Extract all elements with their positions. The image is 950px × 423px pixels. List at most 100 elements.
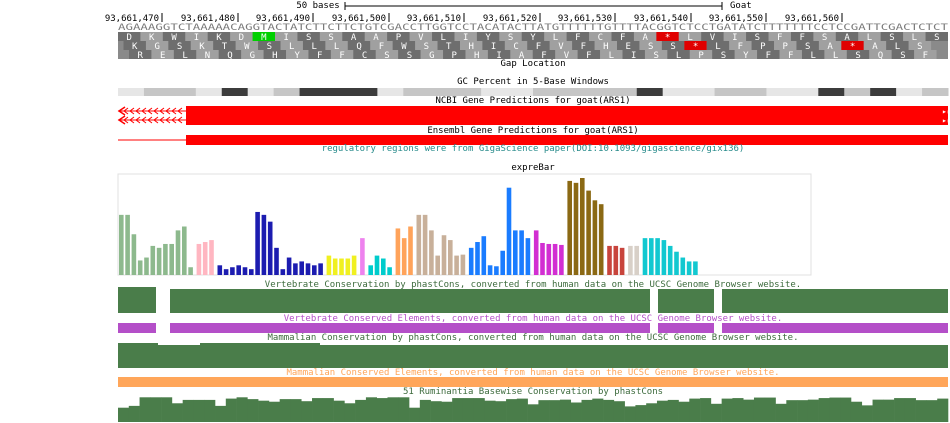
vertebrate-conservation-label[interactable]: Vertebrate Conservation by phastCons, co…: [264, 280, 802, 290]
ruminant-conservation-bar: [441, 401, 453, 422]
gc-window: [351, 88, 378, 96]
codon-cell: [723, 32, 747, 41]
amino-acid-letter: D: [239, 33, 244, 43]
vertebrate-conserved-element[interactable]: [658, 323, 714, 333]
vertebrate-conserved-element[interactable]: [118, 323, 156, 333]
ruminant-conservation-bar: [247, 399, 259, 422]
amino-acid-letter: L: [334, 42, 339, 52]
ensembl-track-label[interactable]: Ensembl Gene Predictions for goat(ARS1): [427, 126, 639, 136]
ruminant-conservation-bar: [797, 400, 809, 422]
amino-acid-letter: A: [642, 33, 648, 43]
codon-cell: [925, 32, 948, 41]
strand-arrow: [177, 116, 183, 124]
dna-sequence-text: AGAAAGGTCTAAAAACAGGTACTATCTTCTTCTGTCGACC…: [118, 23, 949, 33]
codon-cell: [746, 32, 769, 41]
amino-acid-letter: L: [182, 51, 187, 61]
expression-bar: [661, 240, 667, 275]
codon-cell: [527, 41, 550, 50]
vertebrate-elements-label[interactable]: Vertebrate Conserved Elements, converted…: [283, 314, 783, 324]
vertebrate-conservation-block: [118, 289, 156, 313]
codon-cell: [566, 32, 590, 41]
amino-acid-letter: S: [407, 51, 412, 61]
amino-acid-letter: Q: [356, 42, 361, 52]
codon-cell: [555, 50, 578, 59]
ruminant-conservation-bar: [559, 399, 572, 422]
ruler-position-label: 93,661,550: [709, 14, 763, 24]
mammalian-elements-label[interactable]: Mammalian Conserved Elements, converted …: [286, 368, 780, 378]
ruminant-conservation-bar: [861, 405, 873, 422]
exon-arrow-text: ▸▸: [942, 107, 950, 116]
codon-cell: [353, 50, 376, 59]
ruminant-conservation-bar: [301, 401, 313, 422]
ncbi-track-label[interactable]: NCBI Gene Predictions for goat(ARS1): [435, 96, 631, 106]
ruler-position-label: 93,661,520: [483, 14, 537, 24]
ruminant-conservation-label[interactable]: 51 Ruminantia Basewise Conservation by p…: [402, 387, 664, 397]
ruminant-conservation-bar: [667, 399, 679, 422]
codon-cell: [622, 50, 645, 59]
vertebrate-conserved-element[interactable]: [722, 323, 948, 333]
gc-window: [922, 88, 949, 96]
codon-cell: [886, 41, 909, 50]
expression-bar: [395, 228, 401, 275]
base-position-ruler[interactable]: 93,661,470 93,661,480 93,661,490 93,661,500…: [105, 2, 843, 24]
mammalian-conservation-block: [118, 345, 948, 368]
expression-bar: [655, 238, 660, 275]
ensembl-exon-block[interactable]: [186, 135, 948, 145]
amino-acid-translation-track[interactable]: D K W I K D M I S S A A P V L I Y S Y L F C F A * L V I S F F S A L S L SK G S…: [118, 32, 948, 61]
expression-bar: [429, 230, 434, 275]
gene-exon-block[interactable]: [186, 106, 948, 116]
amino-acid-letter: Y: [530, 33, 536, 43]
gene-prediction-tracks[interactable]: ▸▸▸▸: [117, 106, 950, 145]
gene-exon-block[interactable]: [186, 115, 948, 125]
ruminant-conservation-bar: [721, 398, 733, 422]
amino-acid-letter: S: [177, 42, 182, 52]
exon-arrow-text: ▸▸: [942, 116, 950, 125]
strand-arrow: [117, 115, 126, 125]
amino-acid-letter: Q: [227, 51, 232, 61]
amino-acid-letter: W: [401, 42, 407, 52]
amino-acid-letter: K: [199, 42, 205, 52]
vertebrate-conserved-element[interactable]: [170, 323, 650, 333]
conservation-tracks[interactable]: [118, 287, 949, 422]
ruminant-conservation-bar: [430, 401, 442, 422]
mammalian-conservation-label[interactable]: Mammalian Conservation by phastCons, con…: [267, 333, 799, 343]
expression-bar: [125, 214, 130, 275]
ruminant-conservation-bar: [161, 397, 173, 422]
ruminant-conservation-bar: [624, 406, 636, 422]
ruminant-conservation-bar: [753, 397, 766, 422]
expression-bar: [293, 263, 298, 275]
expression-bar: [332, 258, 338, 275]
ruminant-conservation-bar: [581, 399, 593, 422]
gap-track-label[interactable]: Gap Location: [500, 59, 566, 69]
codon-cell: [151, 50, 174, 59]
expression-bar: [460, 254, 466, 275]
mammalian-conserved-element[interactable]: [118, 377, 948, 387]
expression-bar: [360, 238, 365, 275]
amino-acid-letter: P: [783, 42, 789, 52]
expression-bar: [667, 245, 673, 275]
strand-arrow: [177, 107, 183, 115]
codon-cell: [420, 50, 444, 59]
codon-cell: [779, 50, 802, 59]
gc-window: [766, 88, 793, 96]
codon-cell: [437, 41, 460, 50]
exprebar-track-label[interactable]: expreBar: [511, 163, 555, 173]
codon-cell: [532, 50, 556, 59]
expression-bar: [368, 265, 373, 275]
expression-bar: [448, 240, 453, 275]
codon-cell: [118, 32, 141, 41]
ruminant-conservation-bar: [915, 400, 927, 422]
codon-cell: [835, 32, 859, 41]
expression-bar: [230, 267, 235, 275]
gc-percent-track[interactable]: [118, 88, 949, 96]
codon-cell: [824, 50, 847, 59]
codon-cell: [796, 41, 819, 50]
codon-cell: [129, 50, 152, 59]
expression-bar: [634, 245, 639, 275]
expression-bar: [144, 257, 149, 275]
codon-cell: [600, 50, 623, 59]
regulatory-track-label[interactable]: regulatory regions were from GigaScience…: [321, 144, 745, 154]
exprebar-track[interactable]: [117, 173, 812, 276]
amino-acid-letter: A: [351, 33, 357, 43]
gc-track-label[interactable]: GC Percent in 5-Base Windows: [457, 77, 609, 87]
